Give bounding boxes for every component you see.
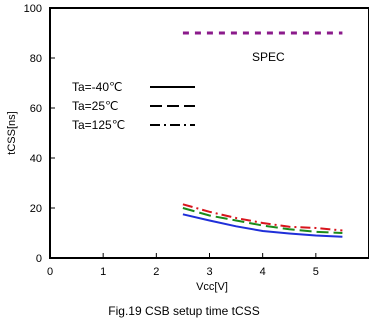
- x-tick-label: 2: [153, 266, 159, 278]
- y-tick-group: 0 20 40 60 80 100: [24, 3, 55, 265]
- x-axis-label: Vcc[V]: [196, 281, 228, 293]
- legend-label-1: Ta=-40℃: [72, 80, 123, 94]
- legend-box: [66, 74, 202, 132]
- legend-label-3: Ta=125℃: [72, 118, 125, 132]
- series-line-2: [182, 207, 343, 234]
- series-line-1: [182, 213, 343, 238]
- y-tick-label: 100: [24, 3, 42, 15]
- y-tick-label: 60: [30, 103, 42, 115]
- x-tick-label: 3: [206, 266, 212, 278]
- legend-label-2: Ta=25℃: [72, 99, 119, 113]
- series-line-3: [182, 203, 343, 232]
- x-tick-label: 1: [100, 266, 106, 278]
- y-tick-label: 40: [30, 153, 42, 165]
- x-tick-group: 0 1 2 3 4 5: [47, 253, 319, 278]
- y-tick-label: 80: [30, 53, 42, 65]
- y-axis-label: tCSS[ns]: [6, 111, 18, 154]
- y-tick-label: 0: [36, 253, 42, 265]
- series-group: [182, 31, 343, 238]
- spec-label: SPEC: [252, 50, 285, 64]
- x-tick-label: 4: [260, 266, 266, 278]
- figure-caption: Fig.19 CSB setup time tCSS: [108, 304, 259, 318]
- legend: Ta=-40℃ Ta=25℃ Ta=125℃: [72, 80, 195, 132]
- x-tick-label: 5: [313, 266, 319, 278]
- spec-label-box: [241, 45, 301, 67]
- x-tick-label: 0: [47, 266, 53, 278]
- y-tick-label: 20: [30, 203, 42, 215]
